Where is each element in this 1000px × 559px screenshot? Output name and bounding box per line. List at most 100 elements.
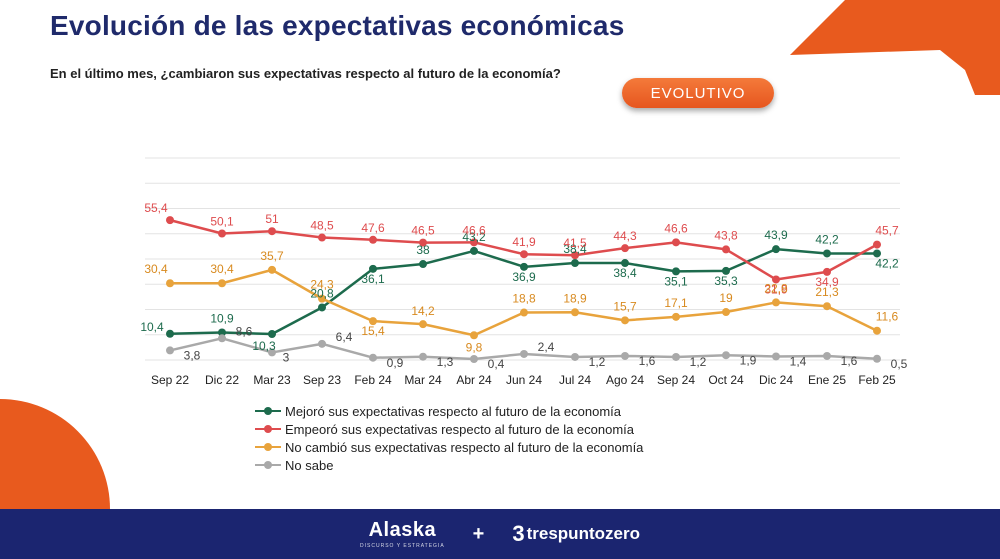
data-label: 43,2 xyxy=(462,230,486,244)
data-label: 18,9 xyxy=(563,291,587,305)
data-point xyxy=(823,249,831,258)
data-label: 20,8 xyxy=(310,286,334,300)
data-label: 35,7 xyxy=(260,249,284,263)
data-point xyxy=(218,279,226,288)
data-label: 42,2 xyxy=(815,232,839,246)
x-tick-label: Feb 25 xyxy=(858,373,896,387)
x-tick-label: Jun 24 xyxy=(506,373,542,387)
data-label: 43,8 xyxy=(714,228,738,242)
data-point xyxy=(672,238,680,247)
x-tick-label: Jul 24 xyxy=(559,373,591,387)
data-point xyxy=(672,352,680,361)
data-label: 46,5 xyxy=(411,224,435,238)
x-tick-label: Oct 24 xyxy=(708,373,744,387)
data-label: 10,9 xyxy=(210,311,234,325)
data-label: 18,8 xyxy=(512,292,536,306)
data-label: 41,5 xyxy=(563,236,587,250)
data-point xyxy=(268,348,276,357)
legend-item-empeoro: Empeoró sus expectativas respecto al fut… xyxy=(255,420,643,438)
data-label: 35,1 xyxy=(664,274,688,288)
data-point xyxy=(571,251,579,260)
data-label: 46,6 xyxy=(462,223,486,237)
page-subtitle: En el último mes, ¿cambiaron sus expecta… xyxy=(50,66,561,81)
data-label: 10,3 xyxy=(252,339,276,353)
data-point xyxy=(722,351,730,360)
data-label: 46,6 xyxy=(664,221,688,235)
legend-swatch-no-sabe xyxy=(255,460,281,470)
data-label: 42,2 xyxy=(875,256,899,270)
x-tick-label: Ago 24 xyxy=(606,373,644,387)
data-label: 44,3 xyxy=(613,229,637,243)
data-label: 0,9 xyxy=(387,356,404,370)
data-point xyxy=(268,329,276,338)
data-label: 34,9 xyxy=(815,275,839,289)
chart-legend: Mejoró sus expectativas respecto al futu… xyxy=(255,402,643,474)
x-tick-label: Sep 22 xyxy=(151,373,189,387)
data-point xyxy=(166,346,174,355)
data-label: 36,1 xyxy=(361,272,385,286)
legend-label-mejoro: Mejoró sus expectativas respecto al futu… xyxy=(285,403,622,419)
data-label: 11,6 xyxy=(876,310,899,324)
x-tick-label: Mar 23 xyxy=(253,373,291,387)
plus-sign: + xyxy=(472,522,485,545)
legend-swatch-empeoro xyxy=(255,424,281,434)
data-label: 19 xyxy=(719,291,733,305)
data-point xyxy=(621,244,629,253)
alaska-logo-tagline: DISCURSO Y ESTRATEGIA xyxy=(360,543,445,549)
alaska-logo: Alaska DISCURSO Y ESTRATEGIA xyxy=(360,519,445,549)
data-label: 1,4 xyxy=(790,355,807,369)
legend-item-no-cambio: No cambió sus expectativas respecto al f… xyxy=(255,438,643,456)
data-point xyxy=(772,352,780,361)
data-point xyxy=(520,262,528,271)
legend-swatch-mejoro xyxy=(255,406,281,416)
data-point xyxy=(470,246,478,255)
page-title: Evolución de las expectativas económicas xyxy=(50,10,625,41)
data-point xyxy=(166,329,174,338)
chart-gridlines xyxy=(145,157,900,361)
data-point xyxy=(166,279,174,288)
data-point xyxy=(520,308,528,317)
x-tick-label: Mar 24 xyxy=(404,373,442,387)
data-point xyxy=(571,259,579,268)
data-label: 3 xyxy=(283,351,290,365)
data-point xyxy=(823,302,831,311)
data-point xyxy=(672,312,680,321)
data-label: 1,6 xyxy=(639,354,656,368)
data-point xyxy=(823,351,831,360)
data-point xyxy=(520,250,528,259)
data-label: 36,9 xyxy=(512,270,536,284)
x-tick-label: Dic 22 xyxy=(205,373,239,387)
data-label: 0,5 xyxy=(891,357,908,371)
data-point xyxy=(571,308,579,317)
alaska-logo-text: Alaska xyxy=(368,519,437,541)
decorative-orange-polygon xyxy=(790,0,1000,95)
data-label: 15,4 xyxy=(361,324,385,338)
data-point xyxy=(823,267,831,276)
x-tick-label: Sep 24 xyxy=(657,373,695,387)
data-point xyxy=(621,316,629,325)
x-tick-label: Dic 24 xyxy=(759,373,793,387)
data-point xyxy=(722,245,730,254)
data-label: 55,4 xyxy=(144,201,168,215)
data-label: 9,8 xyxy=(466,340,483,354)
data-point xyxy=(218,229,226,238)
data-point xyxy=(419,238,427,247)
data-point xyxy=(166,216,174,225)
data-point xyxy=(419,352,427,361)
data-point xyxy=(369,264,377,273)
trespuntozero-mark-icon: 3 xyxy=(512,521,525,546)
data-point xyxy=(268,265,276,274)
data-point xyxy=(470,331,478,340)
chart-data-labels: 10,410,910,320,836,13843,236,938,438,435… xyxy=(140,201,907,371)
decorative-orange-quarter-circle xyxy=(0,399,110,509)
data-point xyxy=(419,320,427,329)
data-point xyxy=(318,303,326,312)
decorative-corner-shape-top xyxy=(790,0,1000,95)
legend-item-no-sabe: No sabe xyxy=(255,456,643,474)
data-point xyxy=(873,249,881,258)
data-label: 0,4 xyxy=(488,357,505,371)
data-label: 30,4 xyxy=(210,262,234,276)
trespuntozero-logo: 3 trespuntozero xyxy=(512,521,640,547)
data-point xyxy=(672,267,680,276)
data-label: 1,2 xyxy=(589,355,606,369)
